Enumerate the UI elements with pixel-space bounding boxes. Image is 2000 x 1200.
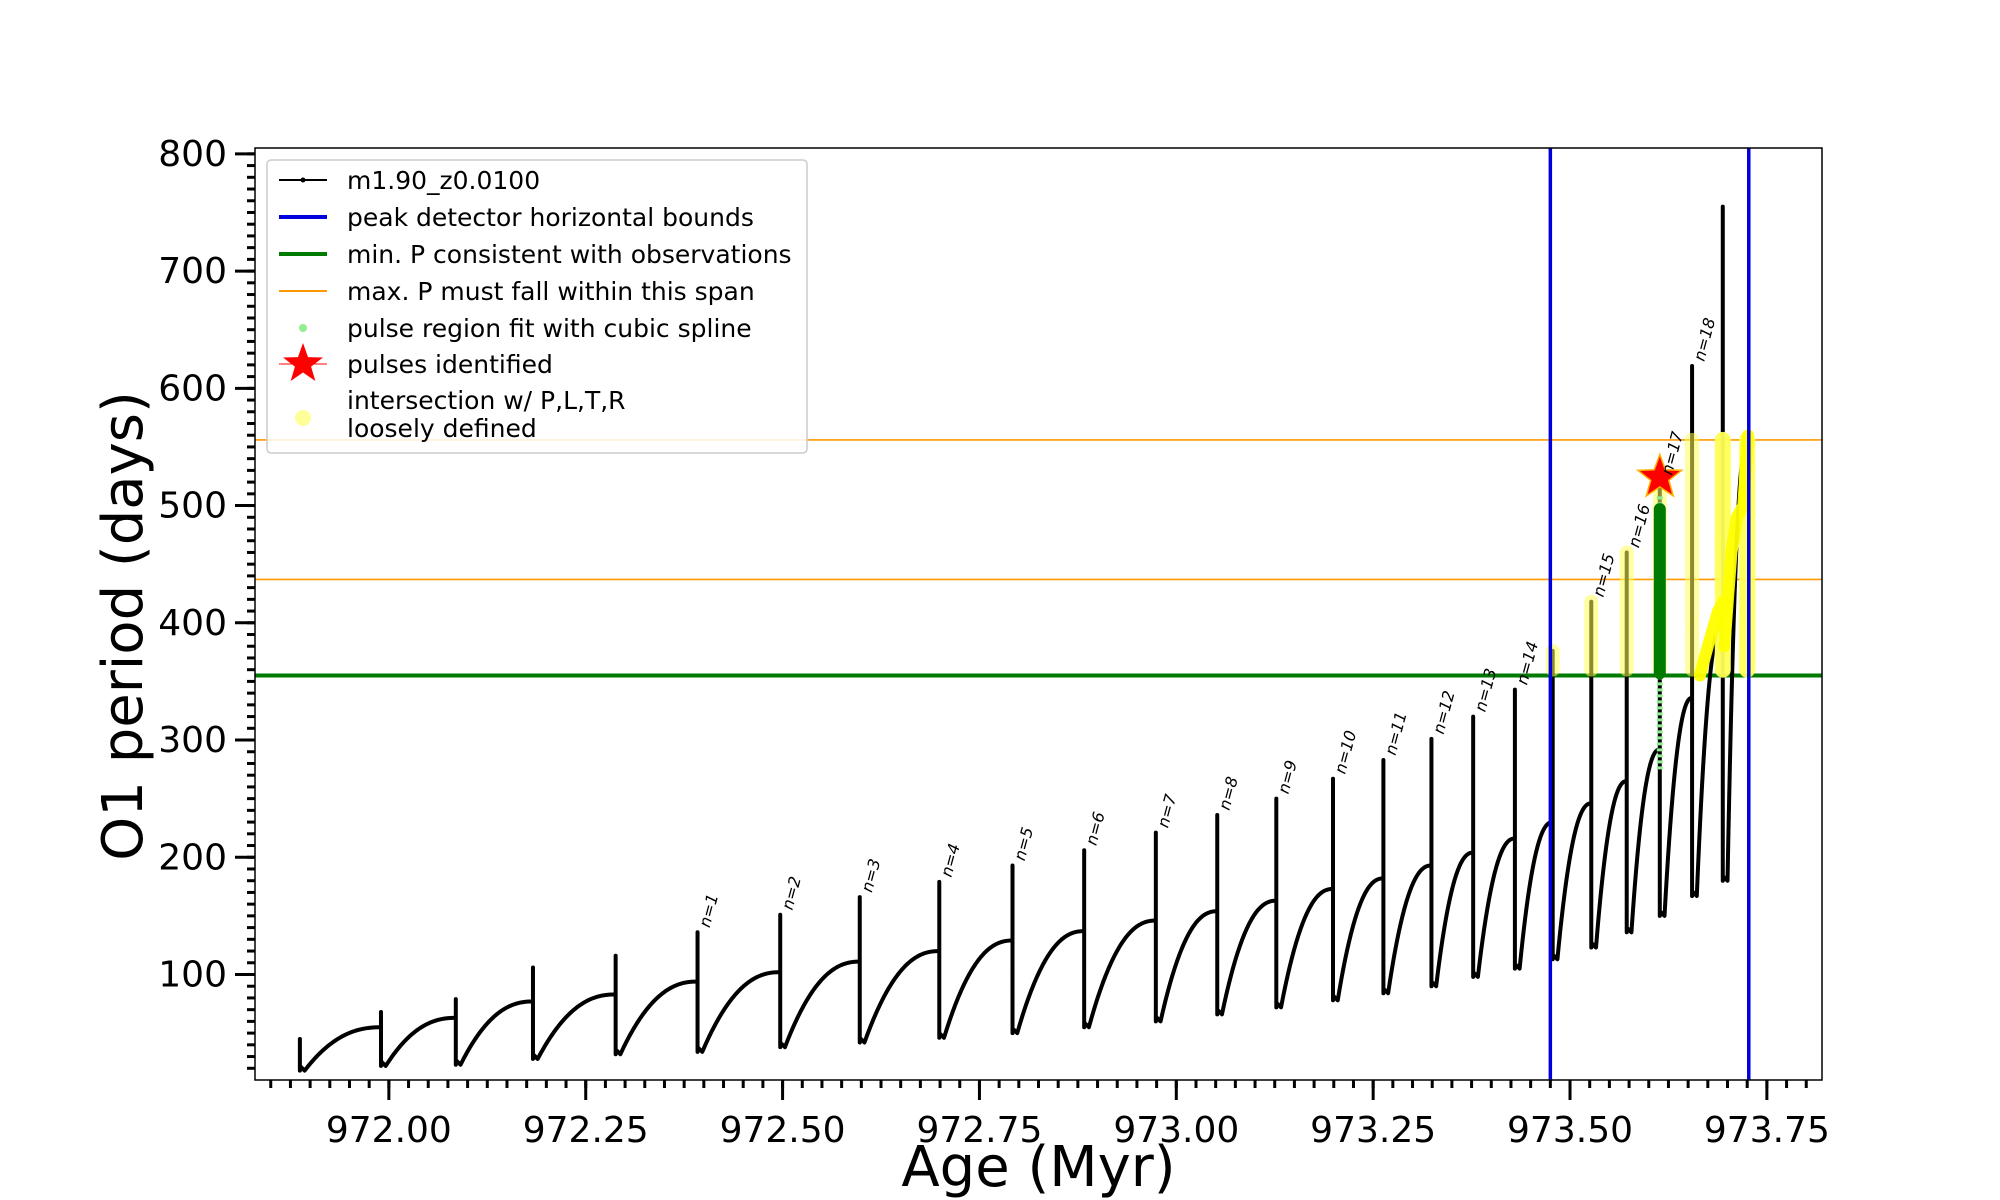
x-tick-label: 973.00 (1113, 1110, 1239, 1151)
series-line-m1.90_z0.0100 (297, 204, 1749, 1073)
legend-label: m1.90_z0.0100 (347, 166, 540, 195)
x-tick-label: 973.75 (1704, 1110, 1830, 1151)
y-tick-label: 400 (158, 603, 227, 644)
x-tick-label: 972.25 (523, 1110, 649, 1151)
y-tick-label: 500 (158, 486, 227, 527)
loosely-defined-envelope (1693, 595, 1730, 682)
axes: 972.00 972.25 972.50 972.75 973.00 973.25 973.… (158, 134, 1830, 1151)
legend-star-icon (283, 343, 323, 381)
legend-label: loosely defined (347, 414, 537, 443)
legend-label: pulses identified (347, 350, 553, 379)
y-tick-label: 100 (158, 954, 227, 995)
legend-label: intersection w/ P,L,T,R (347, 386, 626, 415)
y-tick-label: 700 (158, 251, 227, 292)
y-tick-label: 600 (158, 368, 227, 409)
x-axis-title: Age (Myr) (901, 1135, 1175, 1200)
x-tick-label: 972.50 (720, 1110, 846, 1151)
legend-handle-marker (295, 410, 311, 426)
x-tick-label: 972.00 (326, 1110, 452, 1151)
legend-handle-marker (299, 324, 307, 332)
y-axis-title: O1 period (days) (91, 391, 156, 861)
x-tick-label: 973.25 (1310, 1110, 1436, 1151)
y-tick-label: 200 (158, 837, 227, 878)
legend-handle-marker (300, 177, 306, 183)
pulse-identified-star (1635, 452, 1684, 498)
legend-label: max. P must fall within this span (347, 277, 755, 306)
y-tick-label: 300 (158, 720, 227, 761)
x-tick-label: 973.50 (1507, 1110, 1633, 1151)
legend-box (266, 159, 808, 454)
legend-label: peak detector horizontal bounds (347, 203, 754, 232)
legend-label: pulse region fit with cubic spline (347, 314, 752, 343)
legend-label: min. P consistent with observations (347, 240, 792, 269)
y-tick-label: 800 (158, 134, 227, 175)
x-tick-label: 972.75 (916, 1110, 1042, 1151)
loosely-defined-envelope (1718, 429, 1754, 653)
